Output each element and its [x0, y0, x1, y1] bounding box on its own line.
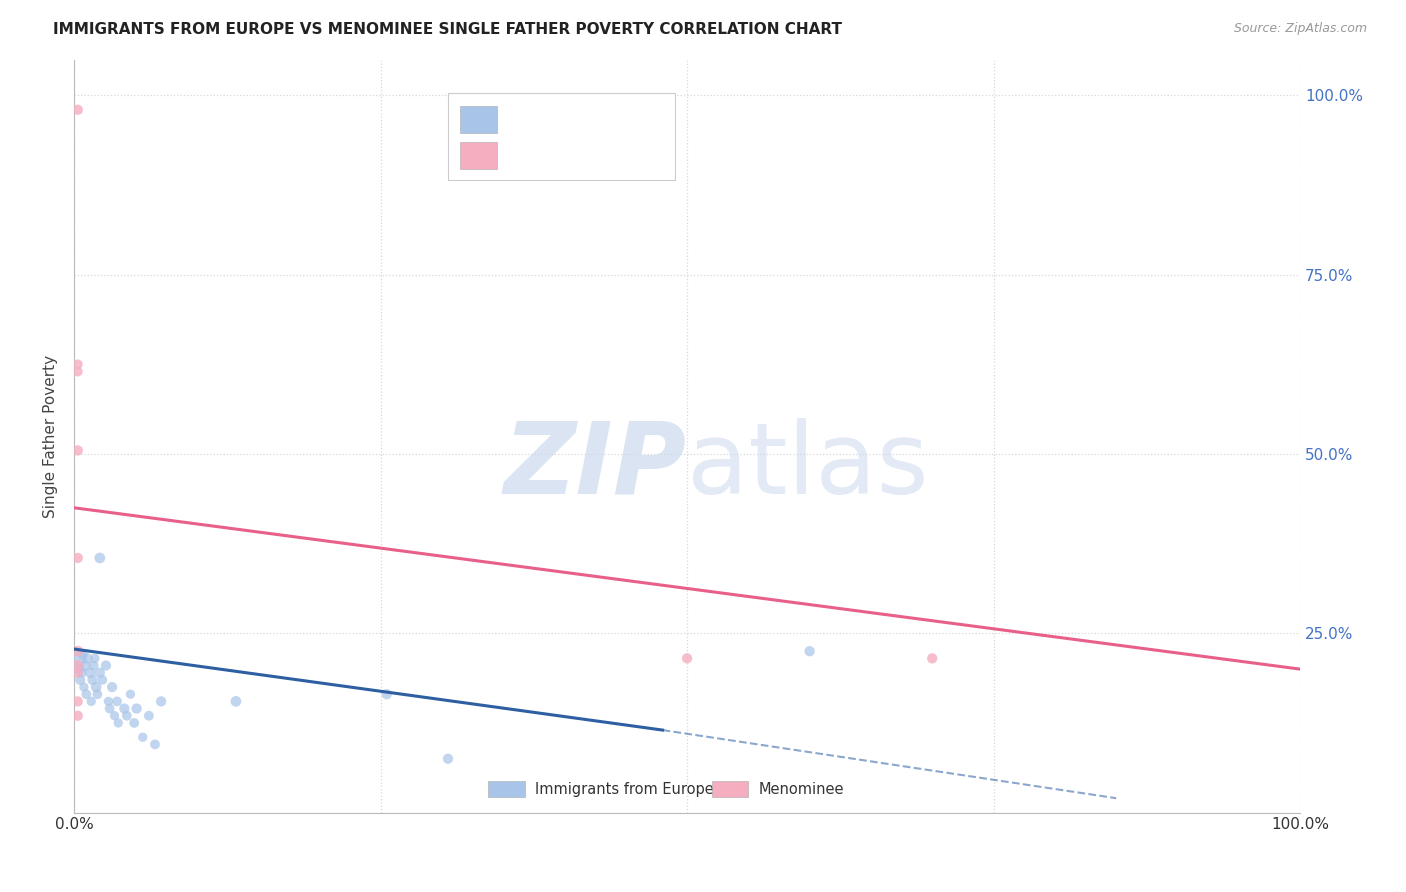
Point	[101, 680, 124, 694]
Point	[66, 658, 89, 673]
FancyBboxPatch shape	[449, 94, 675, 180]
Point	[73, 680, 96, 694]
Point	[82, 673, 104, 687]
Point	[225, 694, 247, 708]
Point	[94, 658, 117, 673]
Point	[66, 357, 89, 371]
Point	[66, 443, 89, 458]
Text: Immigrants from Europe: Immigrants from Europe	[536, 781, 714, 797]
Point	[799, 644, 821, 658]
Text: Source: ZipAtlas.com: Source: ZipAtlas.com	[1233, 22, 1367, 36]
Text: ZIP: ZIP	[505, 417, 688, 515]
Point	[125, 701, 148, 715]
Point	[150, 694, 173, 708]
Text: N = 39: N = 39	[595, 112, 652, 127]
Point	[138, 708, 160, 723]
FancyBboxPatch shape	[488, 780, 526, 797]
Point	[69, 673, 91, 687]
Point	[65, 651, 87, 665]
Point	[103, 708, 125, 723]
Point	[132, 731, 155, 745]
Point	[437, 752, 460, 766]
Y-axis label: Single Father Poverty: Single Father Poverty	[44, 354, 58, 517]
Point	[120, 687, 142, 701]
Point	[66, 103, 89, 117]
Point	[375, 687, 398, 701]
Point	[921, 651, 943, 665]
Point	[89, 551, 111, 566]
Text: N = 12: N = 12	[595, 146, 652, 161]
FancyBboxPatch shape	[460, 142, 498, 169]
Point	[122, 715, 145, 730]
Point	[66, 551, 89, 566]
Text: R = -0.412: R = -0.412	[506, 112, 596, 127]
Text: Menominee: Menominee	[758, 781, 844, 797]
Text: R = -0.215: R = -0.215	[506, 146, 596, 161]
Point	[91, 673, 114, 687]
Point	[72, 648, 94, 662]
Point	[107, 715, 129, 730]
Point	[76, 651, 98, 665]
Point	[80, 694, 103, 708]
Point	[105, 694, 128, 708]
Point	[115, 708, 138, 723]
Point	[66, 708, 89, 723]
FancyBboxPatch shape	[711, 780, 748, 797]
Point	[97, 694, 120, 708]
Point	[676, 651, 699, 665]
Point	[86, 687, 108, 701]
Point	[66, 644, 89, 658]
FancyBboxPatch shape	[460, 105, 498, 133]
Text: IMMIGRANTS FROM EUROPE VS MENOMINEE SINGLE FATHER POVERTY CORRELATION CHART: IMMIGRANTS FROM EUROPE VS MENOMINEE SING…	[53, 22, 842, 37]
Point	[66, 665, 89, 680]
Point	[67, 662, 90, 676]
Point	[75, 687, 97, 701]
Point	[66, 694, 89, 708]
Point	[83, 658, 105, 673]
Point	[84, 680, 107, 694]
Point	[66, 365, 89, 379]
Point	[98, 701, 121, 715]
Point	[112, 701, 135, 715]
Point	[84, 651, 107, 665]
Point	[143, 738, 166, 752]
Point	[70, 665, 93, 680]
Point	[75, 658, 97, 673]
Text: atlas: atlas	[688, 417, 929, 515]
Point	[79, 665, 101, 680]
Point	[89, 665, 111, 680]
